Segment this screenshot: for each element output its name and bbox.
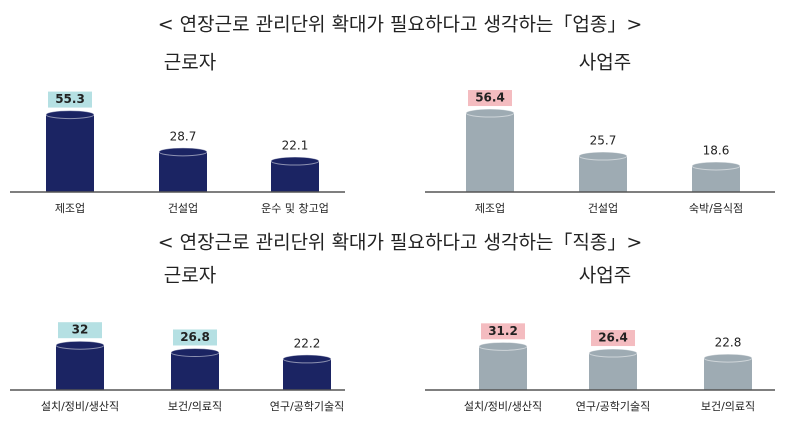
- category-label: 연구/공학기술직: [576, 400, 651, 413]
- bar-top: [588, 348, 638, 358]
- bar: [579, 156, 627, 192]
- category-label: 숙박/음식점: [689, 202, 743, 215]
- bar-top: [478, 341, 528, 351]
- value-label: 18.6: [703, 143, 730, 157]
- value-highlight: [481, 323, 525, 340]
- panel-title: 사업주: [579, 265, 631, 287]
- bar: [171, 352, 219, 390]
- value-label: 22.8: [715, 336, 742, 350]
- bar-top: [170, 347, 220, 357]
- value-label: 28.7: [170, 129, 197, 143]
- panel-title: 근로자: [164, 265, 216, 287]
- bar: [159, 151, 207, 192]
- value-label: 56.4: [475, 91, 505, 105]
- panel-title: 사업주: [579, 52, 631, 74]
- category-label: 연구/공학기술직: [270, 400, 345, 413]
- value-highlight: [591, 330, 635, 347]
- bar: [466, 113, 514, 192]
- bar: [271, 161, 319, 192]
- bar: [704, 358, 752, 390]
- category-label: 건설업: [588, 202, 618, 215]
- category-label: 제조업: [475, 202, 505, 215]
- value-label: 26.4: [598, 331, 628, 345]
- category-label: 건설업: [168, 202, 198, 215]
- value-label: 32: [72, 323, 89, 337]
- bar-top: [465, 108, 515, 118]
- bar: [46, 114, 94, 192]
- bar-top: [578, 151, 628, 161]
- category-label: 설치/정비/생산직: [41, 400, 119, 413]
- bar-top: [55, 340, 105, 350]
- category-label: 보건/의료직: [168, 400, 222, 413]
- category-label: 제조업: [55, 202, 85, 215]
- bar-top: [691, 161, 741, 171]
- bar-top: [703, 353, 753, 363]
- category-label: 설치/정비/생산직: [464, 400, 542, 413]
- bar-top: [270, 156, 320, 166]
- value-label: 31.2: [488, 324, 518, 338]
- value-highlight: [58, 322, 102, 339]
- bar: [56, 345, 104, 390]
- value-highlight: [468, 90, 512, 107]
- panel-title: 근로자: [164, 52, 216, 74]
- bar: [479, 346, 527, 390]
- value-label: 26.8: [180, 330, 210, 344]
- bar-top: [158, 147, 208, 157]
- value-highlight: [173, 329, 217, 346]
- category-label: 운수 및 창고업: [261, 202, 329, 215]
- value-label: 55.3: [55, 92, 85, 106]
- value-label: 22.1: [282, 139, 309, 153]
- bar: [283, 358, 331, 390]
- category-label: 보건/의료직: [701, 400, 755, 413]
- value-highlight: [48, 91, 92, 108]
- bar-top: [282, 354, 332, 364]
- bar-top: [45, 110, 95, 120]
- bar: [589, 353, 637, 390]
- value-label: 22.2: [294, 336, 321, 350]
- value-label: 25.7: [590, 134, 617, 148]
- section-heading: < 연장근로 관리단위 확대가 필요하다고 생각하는「업종」>: [158, 14, 643, 36]
- section-heading: < 연장근로 관리단위 확대가 필요하다고 생각하는「직종」>: [158, 232, 643, 254]
